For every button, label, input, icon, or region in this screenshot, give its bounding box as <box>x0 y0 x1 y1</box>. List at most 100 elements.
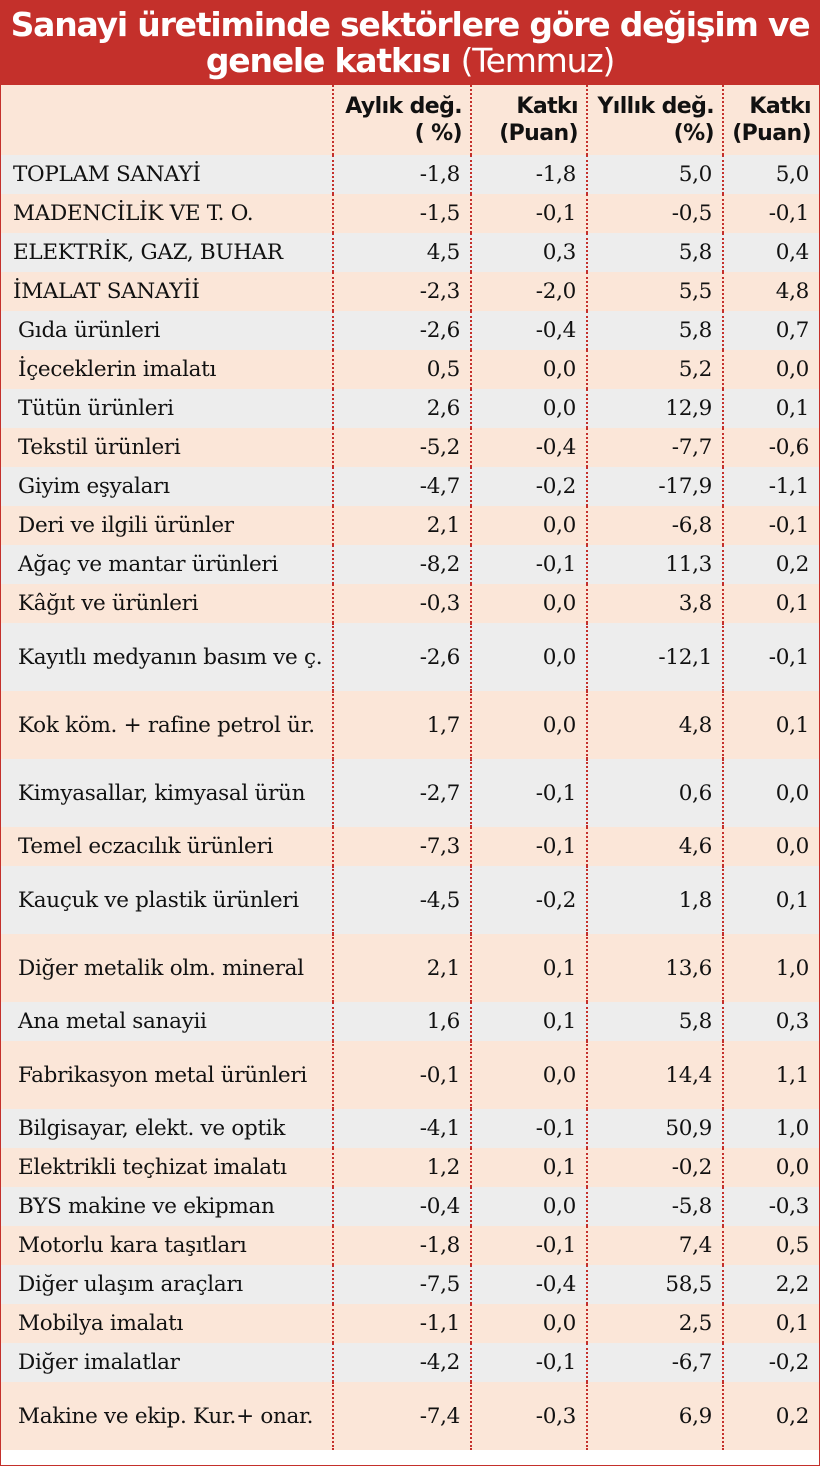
monthly-contribution-cell: 0,0 <box>470 691 587 759</box>
annual-contribution-cell: 0,7 <box>722 311 819 350</box>
monthly-change-cell: -2,6 <box>332 311 471 350</box>
annual-contribution-cell: 5,0 <box>722 155 819 194</box>
table-row: Giyim eşyaları -4,7 -0,2 -17,9 -1,1 <box>1 467 819 506</box>
monthly-contribution-cell: 0,3 <box>470 233 587 272</box>
row-label: İMALAT SANAYİİ <box>13 279 200 304</box>
table-row: Diğer ulaşım araçları -7,5 -0,4 58,5 2,2 <box>1 1265 819 1304</box>
monthly-change-cell: -1,1 <box>332 1304 471 1343</box>
table-row: Motorlu kara taşıtları -1,8 -0,1 7,4 0,5 <box>1 1226 819 1265</box>
monthly-contribution-cell: -0,1 <box>470 827 587 866</box>
table-row: ELEKTRİK, GAZ, BUHAR 4,5 0,3 5,8 0,4 <box>1 233 819 272</box>
monthly-change-cell: -4,7 <box>332 467 471 506</box>
row-label: MADENCİLİK VE T. O. <box>13 201 254 226</box>
monthly-change-cell: 4,5 <box>332 233 471 272</box>
annual-contribution-cell: 0,4 <box>722 233 819 272</box>
row-label: Diğer metalik olm. mineral <box>18 955 304 981</box>
annual-change-cell: 2,5 <box>586 1304 723 1343</box>
row-label: Bilgisayar, elekt. ve optik <box>18 1116 286 1141</box>
row-label: ELEKTRİK, GAZ, BUHAR <box>13 240 283 265</box>
table-row: BYS makine ve ekipman -0,4 0,0 -5,8 -0,3 <box>1 1187 819 1226</box>
row-label: Diğer ulaşım araçları <box>18 1272 243 1297</box>
table-row: Kayıtlı medyanın basım ve ç. -2,6 0,0 -12,1… <box>1 623 819 691</box>
monthly-change-cell: -2,6 <box>332 623 471 691</box>
row-label: İçeceklerin imalatı <box>18 357 217 382</box>
monthly-change-cell: 1,7 <box>332 691 471 759</box>
monthly-change-cell: 2,6 <box>332 389 471 428</box>
annual-change-cell: -6,8 <box>586 506 723 545</box>
annual-contribution-cell: 0,1 <box>722 389 819 428</box>
monthly-contribution-cell: -2,0 <box>470 272 587 311</box>
table-row: Diğer imalatlar -4,2 -0,1 -6,7 -0,2 <box>1 1343 819 1382</box>
monthly-contribution-cell: -0,1 <box>470 545 587 584</box>
monthly-change-cell: 1,2 <box>332 1148 471 1187</box>
monthly-contribution-cell: 0,0 <box>470 506 587 545</box>
table-row: Tekstil ürünleri -5,2 -0,4 -7,7 -0,6 <box>1 428 819 467</box>
annual-contribution-cell: 0,0 <box>722 827 819 866</box>
monthly-contribution-cell: -0,1 <box>470 759 587 827</box>
table-row: Ana metal sanayii 1,6 0,1 5,8 0,3 <box>1 1002 819 1041</box>
monthly-contribution-cell: 0,0 <box>470 1304 587 1343</box>
monthly-change-cell: -2,3 <box>332 272 471 311</box>
annual-contribution-cell: 0,1 <box>722 691 819 759</box>
monthly-contribution-cell: -0,3 <box>470 1382 587 1450</box>
annual-contribution-cell: 1,1 <box>722 1041 819 1109</box>
monthly-contribution-cell: -0,4 <box>470 311 587 350</box>
monthly-contribution-cell: -1,8 <box>470 155 587 194</box>
annual-change-cell: 3,8 <box>586 584 723 623</box>
table-row: İMALAT SANAYİİ -2,3 -2,0 5,5 4,8 <box>1 272 819 311</box>
table-row: İçeceklerin imalatı 0,5 0,0 5,2 0,0 <box>1 350 819 389</box>
monthly-contribution-cell: 0,0 <box>470 623 587 691</box>
header-label <box>1 85 333 155</box>
annual-contribution-cell: 0,1 <box>722 584 819 623</box>
table-row: Gıda ürünleri -2,6 -0,4 5,8 0,7 <box>1 311 819 350</box>
annual-contribution-cell: -0,1 <box>722 194 819 233</box>
monthly-contribution-cell: -0,1 <box>470 194 587 233</box>
row-label: Diğer imalatlar <box>18 1350 180 1375</box>
table-row: Deri ve ilgili ürünler 2,1 0,0 -6,8 -0,1 <box>1 506 819 545</box>
row-label: BYS makine ve ekipman <box>18 1194 275 1219</box>
monthly-contribution-cell: -0,1 <box>470 1109 587 1148</box>
table-row: Diğer metalik olm. mineral 2,1 0,1 13,6 1,0 <box>1 934 819 1002</box>
annual-contribution-cell: 0,1 <box>722 866 819 934</box>
header-annual-change: Yıllık değ. (%) <box>586 85 723 155</box>
annual-contribution-cell: -0,6 <box>722 428 819 467</box>
row-label: Elektrikli teçhizat imalatı <box>18 1155 287 1180</box>
annual-change-cell: 4,8 <box>586 691 723 759</box>
row-label: Ağaç ve mantar ürünleri <box>18 552 278 577</box>
annual-change-cell: 50,9 <box>586 1109 723 1148</box>
monthly-contribution-cell: -0,1 <box>470 1226 587 1265</box>
monthly-change-cell: -5,2 <box>332 428 471 467</box>
annual-contribution-cell: -0,1 <box>722 506 819 545</box>
monthly-contribution-cell: -0,2 <box>470 866 587 934</box>
annual-contribution-cell: -1,1 <box>722 467 819 506</box>
monthly-change-cell: -8,2 <box>332 545 471 584</box>
annual-change-cell: 11,3 <box>586 545 723 584</box>
annual-change-cell: 14,4 <box>586 1041 723 1109</box>
table-row: MADENCİLİK VE T. O. -1,5 -0,1 -0,5 -0,1 <box>1 194 819 233</box>
monthly-change-cell: -7,3 <box>332 827 471 866</box>
title-line-2: genele katkısı (Temmuz) <box>1 43 819 79</box>
table-row: Elektrikli teçhizat imalatı 1,2 0,1 -0,2 0,0 <box>1 1148 819 1187</box>
monthly-change-cell: -4,5 <box>332 866 471 934</box>
title-line-1: Sanayi üretiminde sektörlere göre değişi… <box>10 5 811 44</box>
annual-change-cell: -6,7 <box>586 1343 723 1382</box>
header-annual-contribution: Katkı (Puan) <box>722 85 819 155</box>
monthly-change-cell: 2,1 <box>332 934 471 1002</box>
row-label: Makine ve ekip. Kur.+ onar. <box>18 1403 314 1429</box>
table-row: Kimyasallar, kimyasal ürün -2,7 -0,1 0,6 0,0 <box>1 759 819 827</box>
table-row: Tütün ürünleri 2,6 0,0 12,9 0,1 <box>1 389 819 428</box>
annual-change-cell: -0,5 <box>586 194 723 233</box>
monthly-change-cell: -2,7 <box>332 759 471 827</box>
table-row: Makine ve ekip. Kur.+ onar. -7,4 -0,3 6,9 0,… <box>1 1382 819 1450</box>
annual-change-cell: -7,7 <box>586 428 723 467</box>
annual-change-cell: 7,4 <box>586 1226 723 1265</box>
row-label: Giyim eşyaları <box>18 474 170 499</box>
annual-contribution-cell: 2,2 <box>722 1265 819 1304</box>
title-main: genele katkısı <box>205 41 452 80</box>
monthly-contribution-cell: -0,1 <box>470 1343 587 1382</box>
annual-change-cell: -17,9 <box>586 467 723 506</box>
header-monthly-contribution: Katkı (Puan) <box>470 85 587 155</box>
row-label: Kayıtlı medyanın basım ve ç. <box>18 644 323 670</box>
annual-contribution-cell: -0,2 <box>722 1343 819 1382</box>
